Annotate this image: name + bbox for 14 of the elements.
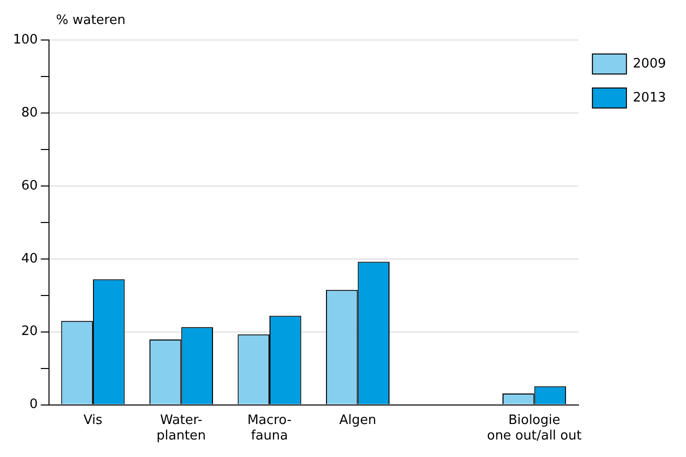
legend-label: 2013 xyxy=(632,90,666,106)
x-tick-label: Vis xyxy=(83,412,103,428)
x-tick-label: Algen xyxy=(339,412,376,428)
x-tick-label: Biologie one out/all out xyxy=(486,412,582,444)
legend-label: 2009 xyxy=(632,56,666,72)
y-tick-label: 60 xyxy=(21,178,38,194)
y-tick-label: 0 xyxy=(30,397,38,412)
y-tick-label: 100 xyxy=(12,32,38,48)
x-tick-label: Macro- fauna xyxy=(247,412,292,444)
y-axis-title: % wateren xyxy=(56,13,126,28)
y-tick-label: 40 xyxy=(21,251,38,266)
y-tick-label: 80 xyxy=(21,105,38,120)
y-tick-label: 20 xyxy=(21,324,38,340)
x-tick-label: Water- planten xyxy=(156,412,206,444)
